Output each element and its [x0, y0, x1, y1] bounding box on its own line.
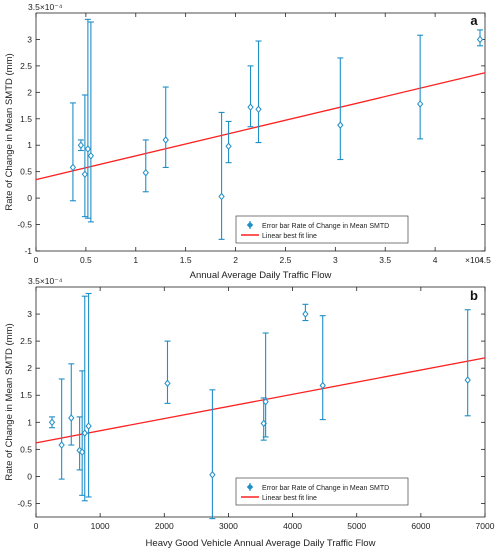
data-point	[77, 141, 85, 150]
y-tick-label: 1	[27, 140, 32, 150]
data-point	[142, 168, 149, 177]
plot-frame	[35, 12, 486, 252]
x-tick-label: 6000	[411, 521, 430, 531]
panel-label: a	[470, 13, 478, 28]
data-point	[84, 145, 92, 153]
x-tick-label: 5000	[347, 521, 366, 531]
data-point	[225, 142, 232, 151]
x-tick-label: 4000	[283, 521, 302, 531]
data-point	[416, 100, 424, 108]
y-tick-label: 1	[27, 417, 32, 427]
x-tick-label: 4	[433, 255, 438, 265]
y-tick-label: 0	[27, 471, 32, 481]
y-tick-label: -1	[24, 246, 32, 256]
y-tick-label: 0.5	[20, 444, 32, 454]
y-axis-label: Rate of Change in Mean SMTD (mm)	[4, 323, 15, 480]
data-point	[255, 105, 262, 114]
y-tick-label: 1.5	[20, 114, 32, 124]
data-point	[476, 35, 484, 44]
x-tick-label: 1000	[91, 521, 110, 531]
y-tick-label: 3	[27, 309, 32, 319]
legend-label: Error bar Rate of Change in Mean SMTD	[262, 223, 389, 230]
plot-frame	[35, 286, 486, 518]
legend-label: Linear best fit line	[262, 233, 317, 240]
x-tick-label: 4.5	[479, 255, 491, 265]
x-tick-label: 7000	[476, 521, 495, 531]
legend-marker-swatch	[246, 483, 254, 491]
data-point	[69, 163, 77, 172]
data-point	[302, 310, 309, 318]
x-axis-label: Annual Average Daily Traffic Flow	[190, 270, 332, 281]
data-point	[79, 448, 86, 456]
data-point	[87, 152, 95, 160]
x-tick-label: 2	[233, 255, 238, 265]
x-tick-label: 3000	[219, 521, 238, 531]
data-point	[58, 441, 65, 449]
legend-box	[235, 215, 409, 244]
data-point	[262, 397, 269, 406]
y-tick-label: -0.5	[17, 498, 32, 508]
data-point	[81, 170, 89, 179]
y-tick-label: 2	[27, 87, 32, 97]
x-tick-label: 1.5	[180, 255, 192, 265]
y-tick-label: 0	[27, 193, 32, 203]
x-tick-label: 0.5	[80, 255, 92, 265]
best-fit-line	[35, 72, 486, 181]
legend-box	[235, 477, 409, 506]
legend-label: Linear best fit line	[262, 495, 317, 502]
y-tick-label: -0.5	[17, 220, 32, 230]
legend-label: Error bar Rate of Change in Mean SMTD	[262, 485, 389, 492]
y-tick-label: 2.5	[20, 336, 32, 346]
x-tick-label: 1	[133, 255, 138, 265]
y-tick-label: 1.5	[20, 390, 32, 400]
data-point	[464, 376, 471, 384]
x-tick-label: 3	[333, 255, 338, 265]
x-tick-label: 2.5	[280, 255, 292, 265]
y-tick-label: 0.5	[20, 167, 32, 177]
data-point	[218, 192, 225, 201]
data-point	[162, 136, 169, 144]
x-exponent-label: ×10⁴	[465, 255, 483, 265]
data-point	[85, 422, 92, 430]
x-tick-label: 0	[34, 521, 39, 531]
y-exponent-label: 3.5×10⁻⁴	[28, 276, 63, 286]
data-point	[81, 429, 88, 437]
x-axis-label: Heavy Good Vehicle Annual Average Daily …	[146, 538, 376, 549]
data-point	[164, 379, 171, 388]
legend-marker-swatch	[246, 221, 254, 229]
data-point	[48, 418, 56, 427]
y-tick-label: 2	[27, 363, 32, 373]
data-point	[209, 471, 216, 479]
best-fit-line	[35, 357, 486, 444]
y-axis-label: Rate of Change in Mean SMTD (mm)	[4, 53, 15, 210]
data-point	[319, 381, 326, 390]
y-tick-label: 3	[27, 34, 32, 44]
x-tick-label: 3.5	[379, 255, 391, 265]
x-tick-label: 0	[34, 255, 39, 265]
y-tick-label: 2.5	[20, 61, 32, 71]
data-point	[247, 103, 254, 111]
data-point	[68, 414, 75, 422]
x-tick-label: 2000	[155, 521, 174, 531]
y-exponent-label: 3.5×10⁻⁴	[28, 2, 63, 12]
data-point	[337, 121, 344, 129]
panel-label: b	[470, 288, 478, 303]
